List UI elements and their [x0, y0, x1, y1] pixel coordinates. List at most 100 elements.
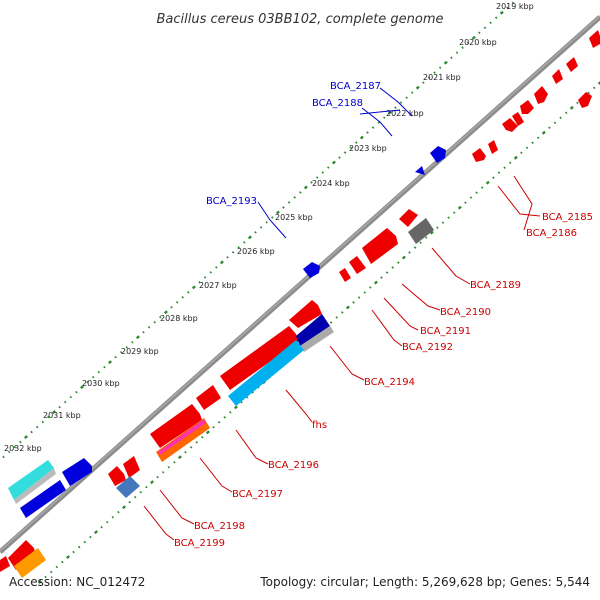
tick-mark	[436, 226, 439, 229]
tick-mark	[75, 390, 78, 394]
gene-BCA_2189-block[interactable]	[399, 209, 418, 227]
tick-mark	[443, 60, 448, 65]
tick-mark	[359, 135, 364, 140]
label-BCA_2199[interactable]: BCA_2199	[174, 538, 225, 549]
reverse-strand-track	[14, 86, 592, 578]
tick-mark	[483, 26, 487, 30]
gene-BCA_2193[interactable]	[303, 262, 320, 278]
gene-BCA_2191[interactable]	[349, 256, 366, 274]
tick-mark	[373, 280, 378, 285]
gene-BCA_2194-red[interactable]	[289, 300, 322, 328]
tick-mark	[508, 161, 512, 165]
tick-mark	[366, 131, 369, 134]
kbp-label: 2032 kbp	[4, 444, 42, 453]
label-BCA_2187[interactable]: BCA_2187	[330, 81, 381, 92]
gene-arrow[interactable]	[552, 69, 563, 84]
gene-cyan[interactable]	[8, 460, 54, 500]
tick-mark	[466, 41, 470, 45]
gene-BCA_2192[interactable]	[339, 268, 351, 282]
tick-mark	[265, 221, 268, 224]
tick-mark	[553, 121, 557, 125]
tick-mark	[499, 10, 504, 15]
label-BCA_2196[interactable]: BCA_2196	[268, 460, 319, 471]
gene-fhs-red[interactable]	[220, 326, 299, 390]
gene-BCA_2194-b[interactable]	[300, 326, 334, 352]
tick-mark	[229, 411, 232, 414]
tick-mark	[492, 176, 495, 179]
tick-mark	[331, 160, 336, 165]
tick-mark	[243, 241, 246, 244]
gene-reverse-arrow[interactable]	[534, 86, 548, 104]
outer-tick-row	[0, 1, 515, 462]
gene-BCA_2187[interactable]	[430, 146, 446, 163]
tick-mark	[349, 146, 352, 149]
label-BCA_2197[interactable]: BCA_2197	[232, 489, 283, 500]
tick-mark	[355, 141, 358, 144]
gene-reverse-arrow[interactable]	[520, 100, 534, 114]
label-BCA_2193[interactable]: BCA_2193	[206, 196, 257, 207]
tick-mark	[341, 311, 344, 314]
tick-mark	[181, 296, 184, 299]
kbp-label: 2031 kbp	[43, 411, 81, 420]
kbp-label: 2023 kbp	[349, 144, 387, 153]
label-BCA_2190[interactable]: BCA_2190	[440, 307, 491, 318]
kbp-label: 2020 kbp	[459, 38, 497, 47]
tick-mark	[447, 216, 450, 219]
gene-BCA_2196-b[interactable]	[150, 404, 202, 448]
gene-BCA_2199[interactable]	[108, 466, 126, 486]
label-BCA_2194[interactable]: BCA_2194	[364, 377, 415, 388]
gene-orange-bottom[interactable]	[14, 548, 46, 578]
tick-mark	[58, 405, 61, 409]
gene-red-edge[interactable]	[0, 556, 10, 572]
gene-red-bottom[interactable]	[8, 540, 36, 570]
tick-mark	[19, 440, 22, 444]
tick-mark	[433, 71, 436, 74]
label-BCA_2198[interactable]: BCA_2198	[194, 521, 245, 532]
kbp-label: 2030 kbp	[82, 379, 120, 388]
tick-mark	[153, 320, 156, 324]
tick-mark	[91, 375, 95, 379]
gene-arrow[interactable]	[589, 30, 600, 48]
label-BCA_2189[interactable]: BCA_2189	[470, 280, 521, 291]
tick-mark	[77, 545, 81, 549]
gene-BCA_2198[interactable]	[123, 456, 140, 478]
gene-BCA_2186[interactable]	[472, 148, 486, 162]
label-BCA_2188[interactable]: BCA_2188	[312, 98, 363, 109]
label-BCA_2186[interactable]: BCA_2186	[526, 228, 577, 239]
tick-mark	[401, 255, 406, 260]
tick-mark	[2, 455, 5, 459]
tick-mark	[198, 281, 201, 284]
gene-blue-arrow[interactable]	[62, 458, 92, 486]
label-BCA_2191[interactable]: BCA_2191	[420, 326, 471, 337]
gene-BCA_2197-stripe[interactable]	[158, 419, 206, 455]
gene-labels: BCA_2187 BCA_2188 BCA_2193 BCA_2185 BCA_…	[174, 81, 593, 549]
label-BCA_2192[interactable]: BCA_2192	[402, 342, 453, 353]
kbp-label: 2028 kbp	[160, 314, 198, 323]
tick-mark	[293, 196, 296, 199]
tick-mark	[63, 400, 67, 404]
gene-reverse-arrow[interactable]	[512, 112, 524, 126]
tick-mark	[49, 570, 53, 574]
gene-reverse-arrow[interactable]	[502, 118, 518, 132]
gene-BCA_2196-a[interactable]	[196, 385, 221, 410]
gene-blue-long[interactable]	[20, 480, 66, 518]
gene-BCA_2194[interactable]	[296, 314, 330, 346]
gene-BCA_2188[interactable]	[415, 166, 425, 175]
gene-BCA_2185[interactable]	[488, 140, 498, 154]
kbp-label: 2027 kbp	[199, 281, 237, 290]
tick-mark	[184, 450, 187, 454]
gene-BCA_2190[interactable]	[362, 228, 398, 264]
tick-mark	[321, 171, 324, 174]
gene-grey[interactable]	[14, 468, 56, 504]
tick-mark	[371, 126, 375, 129]
gene-reverse-arrow[interactable]	[578, 92, 592, 108]
label-BCA_2185[interactable]: BCA_2185	[542, 212, 593, 223]
gene-BCA_2189[interactable]	[408, 218, 434, 244]
label-fhs[interactable]: fhs	[312, 420, 327, 431]
gene-fhs[interactable]	[228, 340, 304, 406]
gene-BCA_2198-b[interactable]	[116, 476, 140, 498]
gene-arrow[interactable]	[566, 57, 578, 72]
tick-mark	[569, 105, 574, 110]
tick-mark	[422, 81, 425, 84]
tick-mark	[103, 365, 106, 369]
